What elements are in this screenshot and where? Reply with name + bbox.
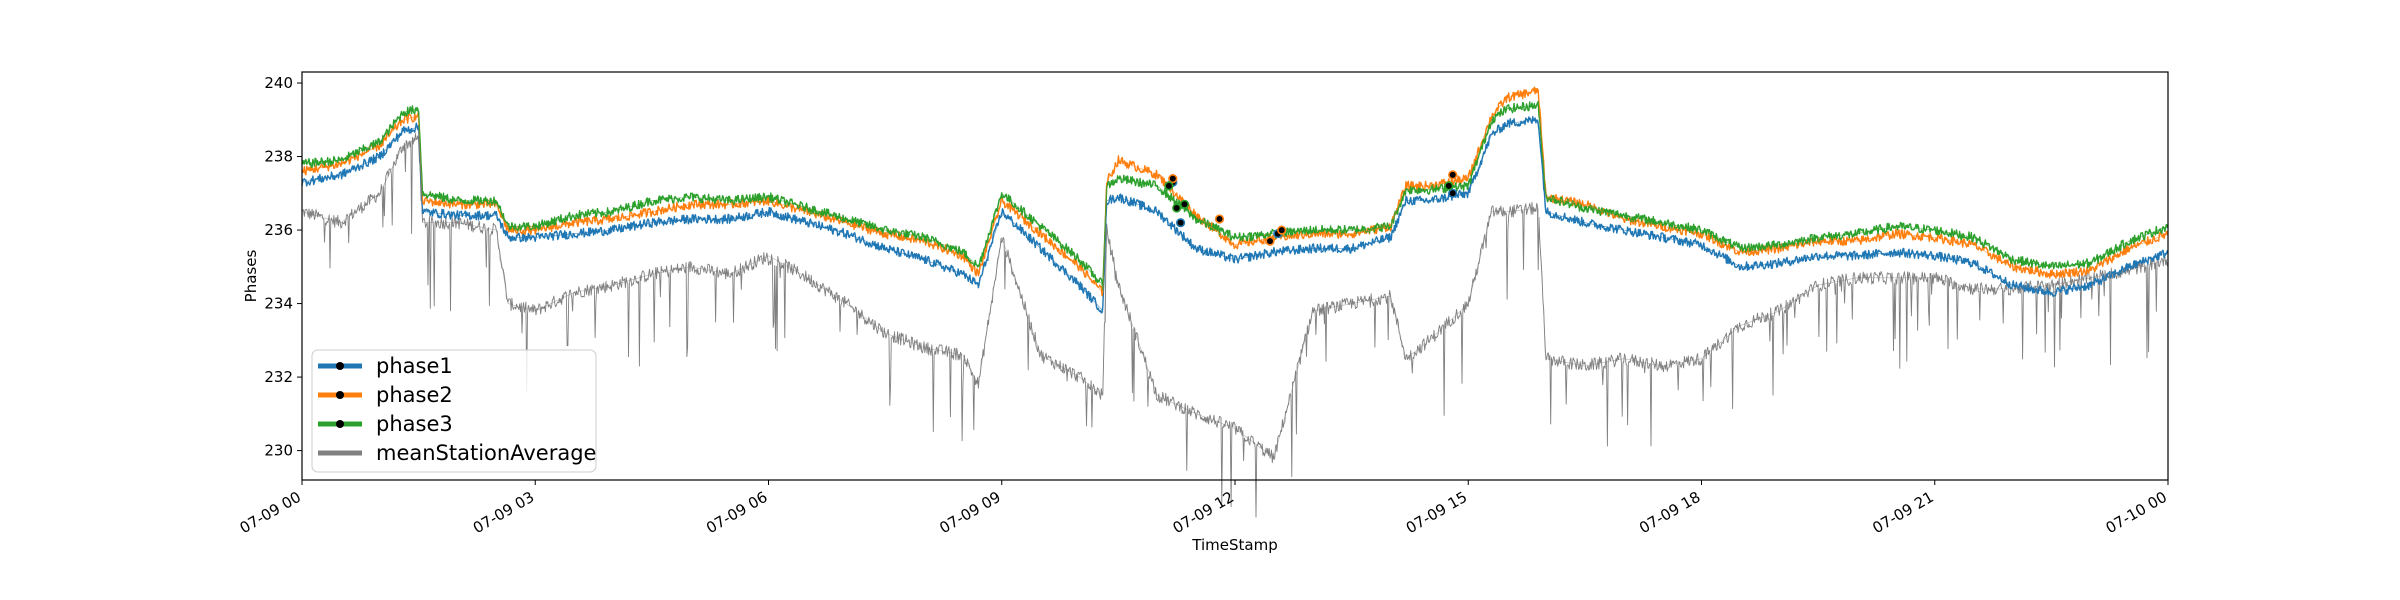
y-tick-label: 234	[264, 295, 293, 313]
series-line-phase2	[301, 89, 2169, 294]
legend-label-phase1: phase1	[376, 354, 453, 378]
y-tick-label: 236	[264, 221, 293, 239]
marker-point-phase2	[1277, 225, 1287, 235]
legend-label-meanstationaverage: meanStationAverage	[376, 441, 596, 465]
y-tick-label: 230	[264, 442, 293, 460]
y-axis-label: Phases	[242, 250, 260, 303]
marker-point-phase3	[1164, 181, 1174, 191]
marker-point-phase1	[1175, 218, 1186, 228]
marker-point-phase2	[1214, 214, 1225, 224]
series-line-phase1	[301, 119, 2169, 312]
series-layer	[301, 89, 2169, 459]
series-texture-phase3	[301, 100, 2169, 291]
y-tick-label: 238	[264, 148, 293, 166]
series-texture-phase2	[301, 86, 2169, 297]
series-line-phase3	[301, 104, 2169, 287]
series-texture-meanstationaverage	[301, 133, 2169, 518]
legend-label-phase3: phase3	[376, 412, 453, 436]
marker-point-phase2	[1168, 174, 1178, 184]
marker-point-phase3	[1179, 199, 1190, 209]
marker-point-phase2	[1448, 170, 1458, 180]
legend-box	[311, 349, 597, 473]
marker-layer	[1164, 170, 1458, 246]
legend-marker	[336, 362, 344, 370]
marker-point-phase3	[1444, 181, 1454, 191]
y-tick-label: 232	[264, 368, 293, 386]
legend-label-phase2: phase2	[376, 383, 453, 407]
marker-point-phase1	[1448, 188, 1458, 198]
series-texture-phase1	[301, 115, 2169, 314]
legend-marker	[336, 420, 344, 428]
noise-layer	[301, 86, 2169, 518]
series-line-meanstationaverage	[301, 137, 2169, 459]
y-tick-label: 240	[264, 74, 293, 92]
marker-point-phase3	[1172, 203, 1182, 213]
legend: phase1 phase2 phase3 meanStationAverage	[311, 349, 597, 473]
marker-point-phase2	[1265, 236, 1275, 246]
legend-marker	[336, 391, 344, 399]
x-axis-label: TimeStamp	[1191, 536, 1277, 554]
